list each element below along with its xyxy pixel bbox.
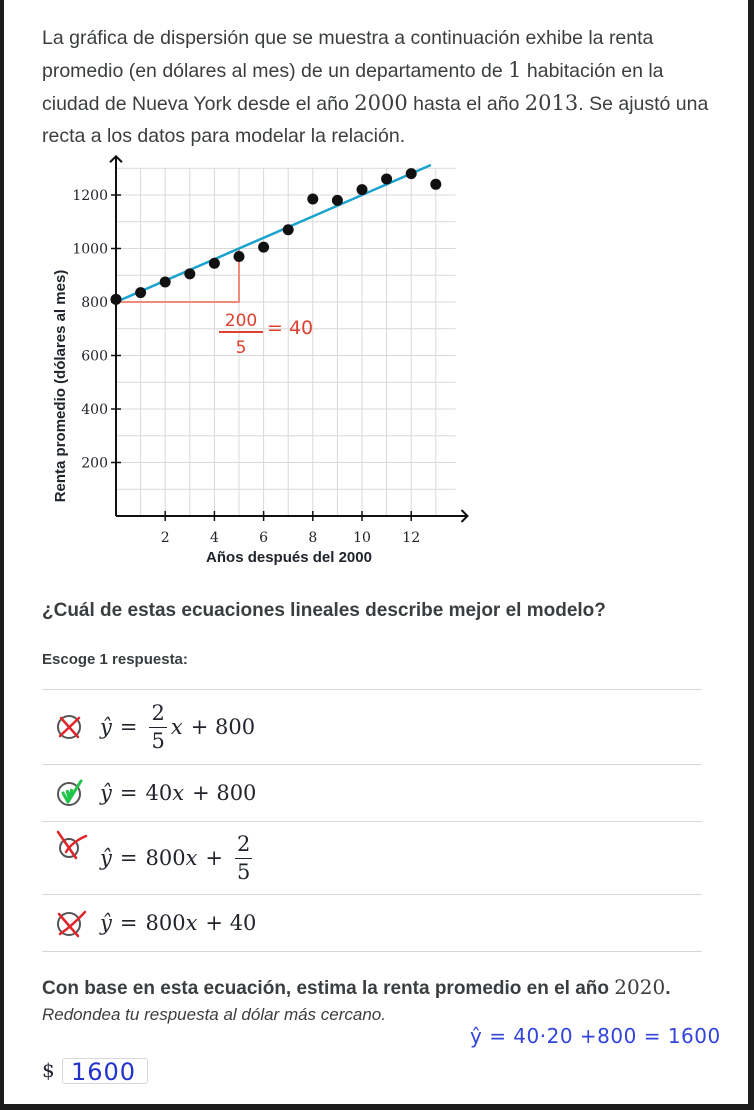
data-point [405,168,417,180]
y-tick-label: 600 [81,349,108,365]
exercise-page: La gráfica de dispersión que se muestra … [4,0,748,1104]
intro-text-3: hasta el año [407,93,525,115]
data-point [331,194,343,206]
data-point [258,241,270,253]
intro-text-1: La gráfica de dispersión que se muestra … [42,27,654,82]
y-hat: ŷ [100,846,112,870]
slope-denominator: 5 [236,338,247,358]
x-tick-label: 12 [402,530,420,546]
data-point [159,276,171,288]
data-point [430,178,442,190]
y-tick-label: 800 [81,295,108,311]
y-hat: ŷ [100,715,112,739]
x-tick-label: 10 [353,530,371,546]
option-b-equation: ŷ = 40 x + 800 [100,781,256,805]
option-a-constant: + 800 [190,715,256,739]
x-tick-label: 6 [259,530,268,546]
intro-text-2: habitación en la ciudad de Nueva York de… [42,60,664,115]
variable-x: x [172,781,185,805]
estimate-period: . [665,978,671,999]
variable-x: x [185,846,198,870]
y-hat: ŷ [100,911,112,935]
fraction-denominator: 5 [237,859,251,884]
answer-input[interactable]: 1600 [62,1058,148,1085]
data-point [208,257,220,269]
rounding-instruction: Redondea tu respuesta al dólar más cerca… [42,1005,386,1024]
data-point [110,293,122,305]
option-d[interactable]: ŷ = 800 x + 40 [42,894,702,952]
fraction-numerator: 2 [149,702,167,728]
option-d-equation: ŷ = 800 x + 40 [100,911,256,935]
slope-result: = 40 [267,317,313,339]
data-point [233,251,245,263]
equals-sign: = [119,846,138,870]
handwritten-work: ŷ = 40·20 +800 = 1600 [470,1024,721,1048]
data-point [381,173,393,185]
x-axis-arrow [460,509,469,523]
option-d-constant: + 40 [205,911,257,935]
chart-grid [116,167,456,516]
intro-number: 1 [508,58,522,82]
plus-sign: + [205,846,224,870]
cross-icon [57,715,81,739]
checkmark-icon [57,779,83,806]
choose-label: Escoge 1 respuesta: [42,651,188,668]
coefficient: 800 [145,846,186,870]
chart-axes [109,154,469,523]
question-text: ¿Cuál de estas ecuaciones lineales descr… [42,600,606,621]
estimate-text: Con base en esta ecuación, estima la ren… [42,978,615,999]
scatter-plot: 2 4 6 8 10 12 200 400 600 800 1000 1200 200 5 = 40 Añ… [52,154,469,566]
data-point [356,184,368,196]
currency-symbol: $ [42,1058,55,1082]
fraction-numerator: 2 [235,833,253,859]
variable-x: x [185,911,198,935]
data-point [184,268,196,280]
y-hat: ŷ [100,781,112,805]
coefficient: 800 [145,911,186,935]
x-tick-label: 4 [210,530,219,546]
intro-year-start: 2000 [354,91,408,115]
variable-x: x [170,715,183,739]
equals-sign: = [119,911,138,935]
data-points [110,168,442,305]
y-tick-label: 1200 [72,188,108,204]
cross-icon [57,910,87,938]
intro-text-4: . Se ajustó una recta a los datos para m… [42,93,709,147]
slope-numerator: 200 [225,311,257,331]
y-axis-arrow [109,154,123,163]
equals-sign: = [119,781,138,805]
estimate-question: Con base en esta ecuación, estima la ren… [42,975,670,1000]
estimate-year: 2020 [614,975,666,999]
slope-annotation: 200 5 = 40 [116,248,313,358]
data-point [135,287,147,299]
y-tick-label: 400 [81,402,108,418]
equals-sign: = [119,715,138,739]
option-b-constant: + 800 [192,781,257,805]
data-point [282,224,294,236]
y-tick-label: 200 [81,456,108,472]
data-point [307,193,319,205]
cross-icon [56,830,88,860]
chart-ticks: 2 4 6 8 10 12 200 400 600 800 1000 1200 [72,188,420,546]
rise-run-triangle [116,248,240,303]
fraction-denominator: 5 [151,728,165,753]
problem-statement: La gráfica de dispersión que se muestra … [42,22,722,152]
intro-year-end: 2013 [524,91,579,115]
option-b[interactable]: ŷ = 40 x + 800 [42,764,702,821]
x-axis-label: Años después del 2000 [206,549,372,566]
coefficient: 40 [145,781,173,805]
y-axis-label: Renta promedio (dólares al mes) [52,270,69,503]
y-tick-label: 1000 [72,242,108,258]
x-tick-label: 8 [308,530,317,546]
x-tick-label: 2 [161,530,170,546]
